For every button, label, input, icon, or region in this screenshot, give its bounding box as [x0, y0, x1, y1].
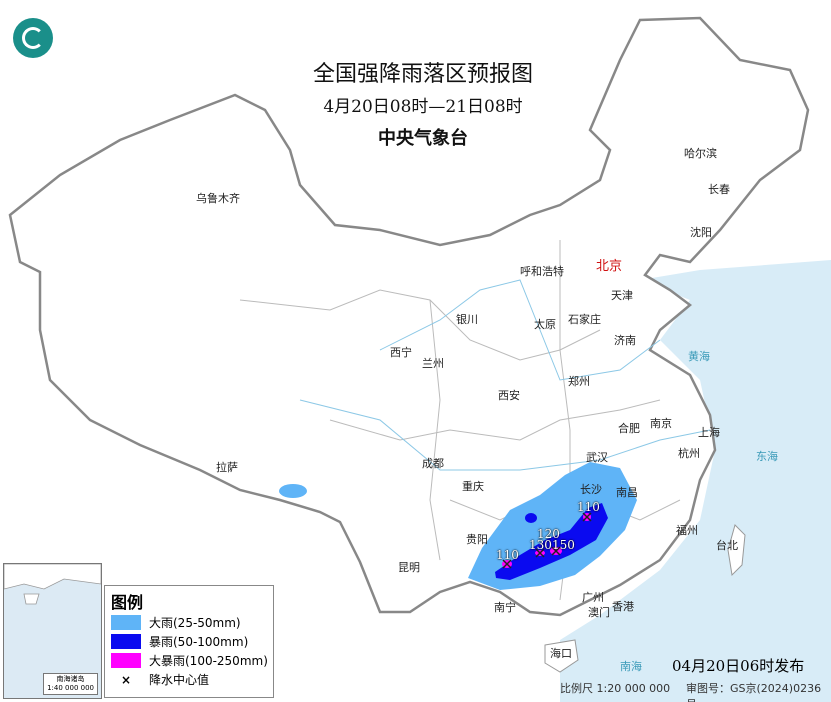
map-title: 全国强降雨落区预报图	[312, 62, 533, 87]
rain-center-value: 130	[529, 538, 552, 552]
city-label: 西安	[498, 389, 520, 402]
legend-label: 降水中心值	[149, 673, 210, 687]
legend-item: 暴雨(50-100mm)	[111, 632, 273, 651]
city-label: 哈尔滨	[684, 147, 717, 160]
rain-center-value: 120	[537, 527, 560, 541]
map-scale: 比例尺 1:20 000 000	[560, 682, 671, 695]
issuer: 中央气象台	[378, 128, 468, 149]
inset-name: 南海诸岛	[56, 675, 85, 683]
city-label: 澳门	[588, 606, 610, 619]
city-label: 郑州	[568, 375, 590, 388]
rain-area-tibet	[279, 484, 307, 498]
city-label: 南昌	[616, 486, 638, 499]
taiwan-island	[727, 524, 746, 577]
city-label: 拉萨	[216, 461, 238, 474]
legend-swatch	[111, 634, 141, 649]
inset-map	[4, 564, 101, 605]
city-label: 广州	[582, 591, 604, 604]
inset-scale: 1:40 000 000	[47, 684, 94, 692]
city-label: 成都	[422, 457, 444, 470]
sea-area	[560, 260, 831, 702]
city-label: 贵阳	[466, 533, 488, 546]
city-label: 重庆	[462, 480, 484, 493]
x-marker	[582, 512, 592, 522]
city-label: 石家庄	[568, 313, 601, 326]
legend-item: × 降水中心值	[111, 670, 273, 689]
issue-time: 04月20日06时发布	[672, 657, 805, 675]
city-label: 海口	[550, 647, 572, 660]
x-marker	[502, 559, 512, 569]
rain-center-value: 110	[577, 500, 600, 514]
legend-label: 大雨(25-50mm)	[149, 616, 241, 630]
legend-label: 暴雨(50-100mm)	[149, 635, 249, 649]
city-label: 太原	[534, 318, 556, 331]
south-china-sea-inset: 南海诸岛 1:40 000 000	[3, 563, 102, 699]
city-label: 南宁	[494, 601, 516, 614]
inset-caption: 南海诸岛 1:40 000 000	[43, 673, 98, 695]
sea-label: 黄海	[688, 350, 710, 363]
x-marker-icon: ×	[120, 672, 132, 687]
city-label: 上海	[698, 426, 720, 439]
city-label: 沈阳	[690, 226, 712, 239]
city-label: 呼和浩特	[520, 265, 564, 278]
rain-area-heavy	[468, 462, 637, 590]
city-label: 长春	[708, 183, 730, 196]
legend-swatch	[111, 653, 141, 668]
rain-center-markers	[502, 512, 592, 569]
hainan-island	[544, 639, 579, 673]
city-label: 济南	[614, 334, 636, 347]
x-marker	[535, 548, 545, 558]
city-label: 台北	[716, 539, 738, 552]
city-label: 长沙	[580, 483, 602, 496]
city-label: 香港	[612, 600, 634, 613]
forecast-period: 4月20日08时—21日08时	[323, 97, 523, 117]
legend-item: 大雨(25-50mm)	[111, 613, 273, 632]
legend-label: 大暴雨(100-250mm)	[149, 654, 268, 668]
legend: 图例 大雨(25-50mm) 暴雨(50-100mm) 大暴雨(100-250m…	[104, 585, 274, 698]
city-label: 天津	[611, 289, 633, 302]
legend-swatch	[111, 615, 141, 630]
city-label: 南京	[650, 417, 672, 430]
city-label: 银川	[456, 313, 478, 326]
city-label: 乌鲁木齐	[196, 192, 240, 205]
cma-logo-icon	[13, 18, 53, 58]
city-label: 西宁	[390, 346, 412, 359]
city-label: 福州	[676, 524, 698, 537]
rain-center-value: 150	[552, 538, 575, 552]
legend-item: 大暴雨(100-250mm)	[111, 651, 273, 670]
city-label: 武汉	[586, 451, 608, 464]
rainstorm-patch	[525, 513, 537, 523]
rivers	[299, 279, 711, 471]
x-marker	[551, 546, 561, 556]
sea-label: 东海	[756, 450, 778, 463]
city-label: 合肥	[618, 422, 640, 435]
city-label: 昆明	[398, 561, 420, 574]
city-label: 杭州	[678, 447, 700, 460]
map-review-number: 审图号：GS京(2024)0236号	[686, 682, 822, 702]
city-label: 兰州	[422, 357, 444, 370]
capital-label: 北京	[596, 259, 623, 274]
sea-label: 南海	[620, 660, 642, 673]
rain-area-rainstorm	[495, 503, 608, 580]
rain-center-value: 110	[496, 548, 519, 562]
legend-title: 图例	[111, 593, 144, 612]
